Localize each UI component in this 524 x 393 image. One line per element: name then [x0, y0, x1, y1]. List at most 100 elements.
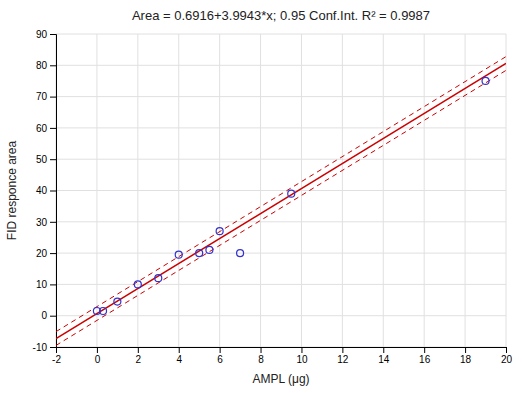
tick-mark: [50, 128, 56, 129]
grid-line: [56, 253, 506, 254]
tick-label: 70: [36, 91, 48, 102]
axis-line: [57, 348, 507, 354]
x-axis-title: AMPL (μg): [252, 372, 309, 386]
tick-mark: [424, 347, 425, 353]
tick-label: 60: [36, 123, 48, 134]
tick-label: 14: [378, 354, 390, 365]
confidence-line: [56, 57, 506, 332]
tick-label: -2: [52, 354, 61, 365]
data-point: [216, 228, 223, 235]
data-point: [114, 298, 121, 305]
grid-line: [56, 284, 506, 285]
grid-line: [56, 127, 506, 128]
y-tick: 80: [36, 60, 56, 71]
y-axis: -10 0 10 20 30 40 50 60 70 80 90: [33, 29, 57, 353]
title: Area = 0.6916+3.9943*x; 0.95 Conf.Int. R…: [132, 8, 430, 23]
tick-label: 0: [41, 310, 47, 321]
tick-label: -10: [33, 342, 48, 353]
tick-mark: [97, 347, 98, 353]
y-tick: 20: [36, 248, 56, 259]
x-axis: -2 0 2 4 6 8 10 12 14 16 18 20: [52, 347, 512, 365]
data-point: [206, 246, 213, 253]
tick-label: 10: [36, 279, 48, 290]
tick-mark: [50, 284, 56, 285]
tick-mark: [50, 222, 56, 223]
x-tick: 18: [460, 347, 472, 365]
x-tick: 16: [419, 347, 431, 365]
grid-line: [56, 34, 506, 35]
y-tick: -10: [33, 342, 56, 353]
x-tick: 6: [217, 347, 223, 365]
confidence-line: [56, 70, 506, 345]
data-point: [100, 308, 107, 315]
tick-label: 18: [460, 354, 472, 365]
y-tick: 30: [36, 217, 56, 228]
tick-label: 90: [36, 29, 48, 40]
tick-label: 20: [501, 354, 513, 365]
tick-label: 20: [36, 248, 48, 259]
axis-line: [50, 35, 57, 348]
y-tick: 0: [41, 310, 56, 321]
tick-mark: [506, 347, 507, 353]
tick-mark: [383, 347, 384, 353]
y-tick: 90: [36, 29, 56, 40]
tick-mark: [50, 159, 56, 160]
data-point: [175, 251, 182, 258]
tick-mark: [50, 316, 56, 317]
tick-mark: [50, 65, 56, 66]
x-tick: 14: [378, 347, 390, 365]
data-point: [482, 77, 489, 84]
tick-label: 12: [337, 354, 349, 365]
data-point: [237, 250, 244, 257]
plot: -2 0 2 4 6 8 10 12 14 16 18 20 -10 0 10 20 30 40 50 60 70 80 9…: [33, 29, 513, 365]
x-tick: 20: [501, 347, 513, 365]
x-tick: 10: [296, 347, 308, 365]
x-tick: -2: [52, 347, 61, 365]
marks: [56, 57, 506, 346]
tick-mark: [50, 97, 56, 98]
data-point: [288, 190, 295, 197]
tick-mark: [138, 347, 139, 353]
tick-label: 10: [296, 354, 308, 365]
regression-line: [56, 63, 506, 338]
x-tick: 8: [258, 347, 264, 365]
x-tick: 12: [337, 347, 349, 365]
y-axis-title: FID responce area: [5, 140, 19, 240]
tick-label: 2: [136, 354, 142, 365]
tick-label: 4: [176, 354, 182, 365]
grid-line: [56, 190, 506, 191]
tick-label: 16: [419, 354, 431, 365]
tick-label: 50: [36, 154, 48, 165]
x-tick: 0: [95, 347, 101, 365]
grid-line: [56, 96, 506, 97]
tick-mark: [50, 34, 56, 35]
grid-line: [56, 221, 506, 222]
y-tick: 40: [36, 185, 56, 196]
tick-mark: [342, 347, 343, 353]
y-tick: 10: [36, 279, 56, 290]
grid-line: [56, 65, 506, 66]
y-tick: 50: [36, 154, 56, 165]
chart: -2 0 2 4 6 8 10 12 14 16 18 20 -10 0 10 20 30 40 50 60 70 80 9…: [0, 0, 524, 393]
tick-mark: [179, 347, 180, 353]
tick-mark: [261, 347, 262, 353]
tick-label: 40: [36, 185, 48, 196]
data-point: [155, 275, 162, 282]
y-tick: 70: [36, 91, 56, 102]
grid-line: [56, 315, 506, 316]
data-point: [196, 250, 203, 257]
tick-label: 30: [36, 217, 48, 228]
tick-mark: [50, 347, 56, 348]
tick-label: 6: [217, 354, 223, 365]
tick-mark: [220, 347, 221, 353]
y-tick: 60: [36, 123, 56, 134]
x-tick: 4: [176, 347, 182, 365]
tick-label: 8: [258, 354, 264, 365]
data-point: [134, 281, 141, 288]
x-tick: 2: [136, 347, 142, 365]
tick-mark: [50, 191, 56, 192]
tick-mark: [465, 347, 466, 353]
grid: [56, 34, 506, 347]
tick-mark: [301, 347, 302, 353]
tick-label: 80: [36, 60, 48, 71]
